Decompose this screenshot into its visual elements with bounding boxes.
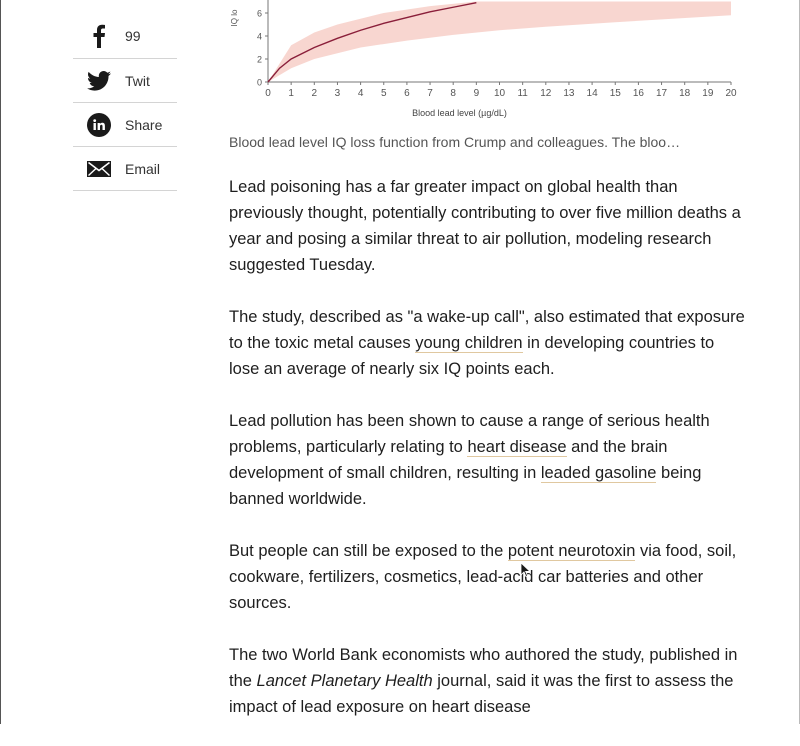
- email-share-label: Email: [125, 160, 161, 177]
- x-tick-label: 15: [610, 88, 622, 99]
- x-tick-label: 4: [358, 88, 364, 99]
- share-sidebar: 99 Twit Share Email: [73, 14, 177, 191]
- facebook-share-count: 99: [125, 28, 141, 44]
- x-tick-label: 0: [265, 88, 271, 99]
- x-tick-label: 3: [335, 88, 341, 99]
- journal-name: Lancet Planetary Health: [256, 672, 433, 690]
- email-icon: [73, 160, 125, 177]
- iq-loss-line: [267, 1, 477, 83]
- paragraph-5: The two World Bank economists who author…: [229, 642, 749, 720]
- mouse-cursor-icon: [520, 562, 532, 582]
- p3-text-after: being banned worldwide.: [229, 464, 702, 508]
- x-tick-label: 14: [587, 88, 599, 99]
- p4-text-before: But people can still be exposed to the: [229, 542, 508, 560]
- y-tick-label: 2: [257, 55, 262, 65]
- x-tick-label: 18: [679, 88, 691, 99]
- p2-text-after: in developing countries to lose an avera…: [229, 334, 715, 378]
- x-tick-label: 12: [540, 88, 552, 99]
- x-tick-label: 19: [702, 88, 714, 99]
- p4-text-after: via food, soil, cookware, fertilizers, c…: [229, 542, 737, 612]
- y-tick-label: 0: [257, 78, 262, 88]
- x-tick-label: 10: [494, 88, 506, 99]
- link-young-children[interactable]: young children: [415, 334, 523, 353]
- share-twitter-button[interactable]: Twit: [73, 59, 177, 103]
- y-tick-label: 4: [257, 32, 262, 42]
- x-tick-label: 7: [427, 88, 433, 99]
- x-tick-label: 5: [381, 88, 387, 99]
- x-tick-label: 20: [725, 88, 737, 99]
- iq-loss-chart: 0 2 4 6 0 1 2 3 4 5 6 7 8 9 10 11 12 13 14 15 16 17 18 19 20 IQ l…: [225, 0, 745, 125]
- share-linkedin-button[interactable]: Share: [73, 103, 177, 147]
- linkedin-share-label: Share: [125, 116, 163, 133]
- x-tick-label: 2: [312, 88, 318, 99]
- x-tick-label: 16: [633, 88, 645, 99]
- share-facebook-button[interactable]: 99: [73, 14, 177, 59]
- x-tick-label: 8: [450, 88, 456, 99]
- linkedin-icon: [73, 112, 125, 137]
- paragraph-4: But people can still be exposed to the p…: [229, 538, 749, 616]
- twitter-icon: [73, 70, 125, 91]
- confidence-band: [268, 1, 731, 82]
- facebook-icon: [73, 24, 125, 48]
- p3-text-mid: and the brain development of small child…: [229, 438, 668, 482]
- chart-caption: Blood lead level IQ loss function from C…: [229, 134, 681, 150]
- p3-text-before: Lead pollution has been shown to cause a…: [229, 412, 710, 456]
- p5-text-after: journal, said it was the first to assess…: [229, 672, 734, 716]
- y-tick-label: 6: [257, 9, 262, 19]
- x-tick-label: 11: [517, 88, 528, 99]
- x-axis-label: Blood lead level (µg/dL): [412, 108, 507, 118]
- window-left-border: [0, 0, 1, 724]
- article-body: Lead poisoning has a far greater impact …: [229, 174, 749, 746]
- p5-text-before: The two World Bank economists who author…: [229, 646, 738, 690]
- link-leaded-gasoline[interactable]: leaded gasoline: [540, 464, 657, 483]
- x-tick-label: 9: [474, 88, 480, 99]
- y-axis-label: IQ lo: [230, 9, 239, 26]
- p2-text-before: The study, described as "a wake-up call"…: [229, 308, 745, 352]
- link-potent-neurotoxin[interactable]: potent neurotoxin: [507, 542, 636, 561]
- x-tick-label: 17: [656, 88, 668, 99]
- paragraph-1: Lead poisoning has a far greater impact …: [229, 178, 741, 274]
- link-heart-disease[interactable]: heart disease: [467, 438, 567, 457]
- x-tick-label: 1: [288, 88, 294, 99]
- x-tick-label: 13: [563, 88, 575, 99]
- x-tick-label: 6: [404, 88, 410, 99]
- paragraph-2: The study, described as "a wake-up call"…: [229, 304, 749, 382]
- twitter-share-label: Twit: [125, 72, 150, 89]
- share-email-button[interactable]: Email: [73, 147, 177, 191]
- paragraph-3: Lead pollution has been shown to cause a…: [229, 408, 749, 512]
